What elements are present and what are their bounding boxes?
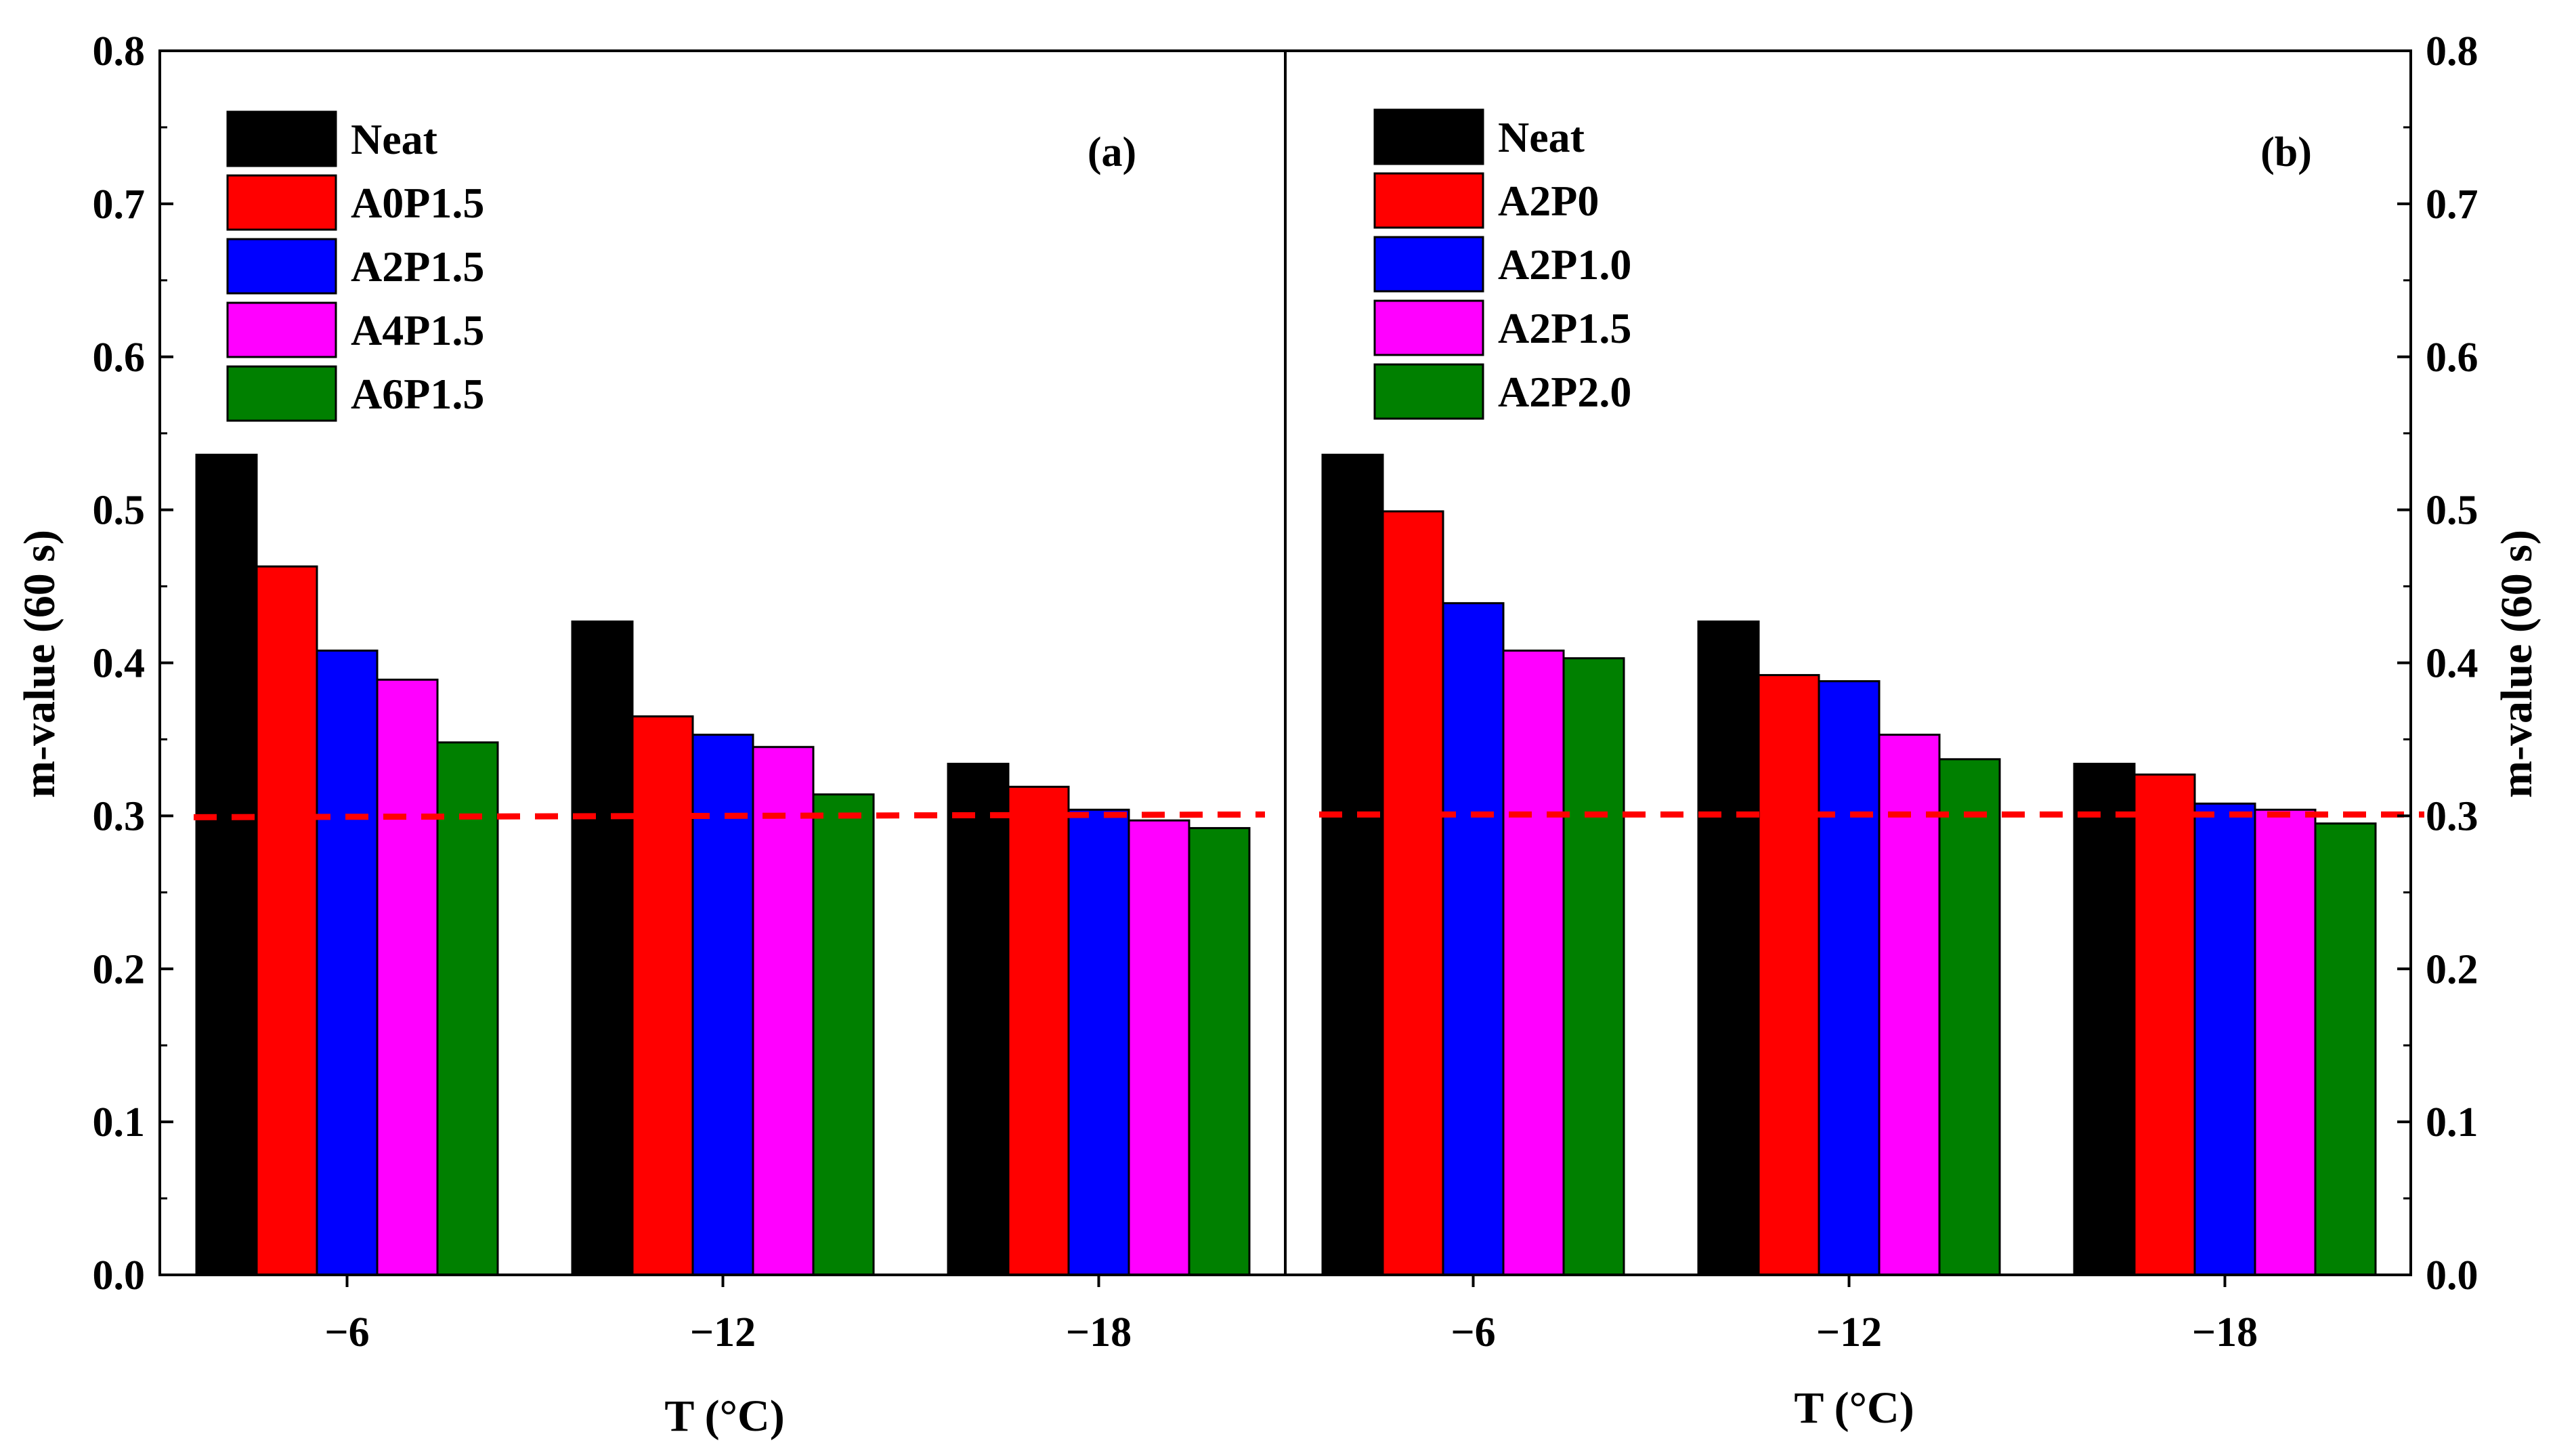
xtick-label-b-2: −18: [2192, 1309, 2258, 1355]
panel-label-b: (b): [2260, 129, 2312, 175]
bar-a-A6P1.5-2: [1188, 826, 1251, 1276]
legend-label-a-A2P1.5: A2P1.5: [351, 243, 484, 291]
bar-a-A2P1.5-2: [1067, 808, 1130, 1276]
legend-label-b-A2P1.0: A2P1.0: [1498, 240, 1631, 289]
legend-swatch-a-A2P1.5: [226, 238, 337, 295]
legend-label-a-A6P1.5: A6P1.5: [351, 370, 484, 418]
bars-layer: [195, 453, 2377, 1276]
ytick-label-right-5: 0.5: [2426, 488, 2478, 534]
bar-b-A2P2.0-1: [1938, 758, 2001, 1276]
bar-b-Neat-0: [1321, 453, 1384, 1276]
legend-label-a-A0P1.5: A0P1.5: [351, 179, 484, 227]
ytick-label-right-6: 0.6: [2426, 335, 2478, 381]
legend-label-b-A2P2.0: A2P2.0: [1498, 368, 1631, 416]
ytick-label-left-4: 0.4: [93, 641, 146, 687]
legend-swatch-b-Neat: [1373, 108, 1484, 165]
legend-swatch-b-A2P1.5: [1373, 299, 1484, 356]
ytick-label-left-2: 0.2: [93, 946, 146, 992]
reference-lines: [193, 811, 2424, 820]
bar-b-A2P0-2: [2133, 773, 2196, 1276]
ytick-label-right-3: 0.3: [2426, 793, 2478, 839]
ytick-label-left-3: 0.3: [93, 793, 146, 839]
legend-swatch-b-A2P1.0: [1373, 236, 1484, 293]
legend-label-b-A2P0: A2P0: [1498, 177, 1599, 225]
xtick-label-b-1: −12: [1816, 1309, 1882, 1355]
y-axis-title-left: m-value (60 s): [15, 530, 64, 798]
bar-b-A2P2.0-2: [2314, 822, 2377, 1276]
x-axis-title-right: T (°C): [1794, 1383, 1914, 1433]
bar-b-A2P1.0-2: [2193, 802, 2256, 1276]
bar-b-A2P1.5-0: [1502, 649, 1565, 1276]
bar-a-A2P1.5-0: [316, 649, 379, 1276]
bar-b-Neat-2: [2073, 763, 2136, 1276]
xtick-label-a-0: −6: [324, 1309, 369, 1355]
ytick-label-right-2: 0.2: [2426, 946, 2478, 992]
bar-b-A2P0-1: [1757, 674, 1820, 1276]
reference-line-a: [193, 811, 1266, 820]
bar-a-Neat-1: [571, 621, 634, 1276]
ytick-label-right-0: 0.0: [2426, 1253, 2478, 1299]
ytick-label-left-1: 0.1: [93, 1099, 146, 1145]
bar-a-Neat-0: [195, 453, 258, 1276]
bar-a-A6P1.5-1: [812, 793, 875, 1276]
ytick-label-left-6: 0.6: [93, 335, 146, 381]
bar-a-A6P1.5-0: [436, 741, 499, 1276]
xtick-label-b-0: −6: [1451, 1309, 1495, 1355]
xtick-label-a-2: −18: [1066, 1309, 1132, 1355]
bar-b-A2P1.0-0: [1442, 602, 1505, 1276]
legend-swatch-a-A4P1.5: [226, 301, 337, 358]
bar-a-A4P1.5-0: [376, 678, 439, 1276]
bar-a-A0P1.5-0: [255, 565, 318, 1276]
x-axis-title-left: T (°C): [664, 1391, 784, 1441]
bar-b-A2P1.5-2: [2254, 808, 2317, 1276]
legends: Neat A0P1.5 A2P1.5 A4P1.5 A6P1.5 (a) Neat A2P0 A…: [226, 108, 2312, 422]
legend-swatch-a-Neat: [226, 110, 337, 167]
ytick-label-left-5: 0.5: [93, 488, 146, 534]
legend-label-b-A2P1.5: A2P1.5: [1498, 304, 1631, 352]
y-axis-title-right: m-value (60 s): [2492, 530, 2541, 798]
bar-a-A2P1.5-1: [691, 734, 754, 1276]
axis-labels: m-value (60 s) m-value (60 s) T (°C) T (…: [15, 530, 2541, 1441]
legend-swatch-b-A2P0: [1373, 172, 1484, 229]
legend-swatch-a-A6P1.5: [226, 365, 337, 422]
ytick-label-right-7: 0.7: [2426, 182, 2478, 228]
legend-label-a-Neat: Neat: [351, 115, 438, 163]
bar-b-A2P1.0-1: [1818, 680, 1881, 1276]
legend-label-b-Neat: Neat: [1498, 113, 1585, 161]
legend-swatch-b-A2P2.0: [1373, 363, 1484, 420]
ytick-label-left-0: 0.0: [93, 1253, 146, 1299]
bar-a-A4P1.5-1: [752, 746, 815, 1276]
bar-b-Neat-1: [1697, 621, 1760, 1276]
bar-a-A4P1.5-2: [1128, 819, 1190, 1276]
ytick-label-left-8: 0.8: [93, 28, 146, 75]
axis-ticks: 0.0 0.0 0.1 0.1 0.2 0.2 0.3 0.3 0.4 0.4 0.5 0.5 0.6 0…: [93, 28, 2478, 1355]
legend-label-a-A4P1.5: A4P1.5: [351, 306, 484, 354]
ytick-label-right-8: 0.8: [2426, 28, 2478, 75]
bar-b-A2P0-0: [1381, 510, 1444, 1276]
bar-b-A2P2.0-0: [1562, 657, 1625, 1276]
bar-b-A2P1.5-1: [1878, 734, 1941, 1276]
legend-swatch-a-A0P1.5: [226, 174, 337, 231]
bar-a-A0P1.5-2: [1007, 785, 1070, 1276]
xtick-label-a-1: −12: [690, 1309, 756, 1355]
bar-a-Neat-2: [947, 763, 1010, 1276]
ytick-label-left-7: 0.7: [93, 182, 146, 228]
bar-a-A0P1.5-1: [631, 715, 694, 1276]
ytick-label-right-4: 0.4: [2426, 641, 2478, 687]
panel-label-a: (a): [1088, 129, 1136, 175]
ytick-label-right-1: 0.1: [2426, 1099, 2478, 1145]
